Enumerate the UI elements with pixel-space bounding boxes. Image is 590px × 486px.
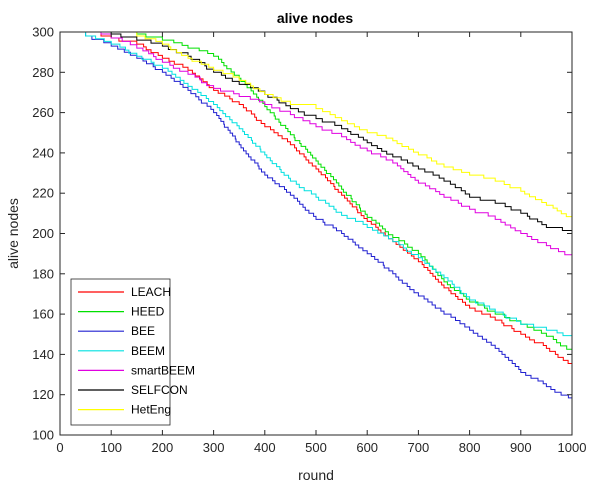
y-tick-label: 160 <box>32 307 54 322</box>
tick-layer: 0 100 200 300 400 500 600 700 800 900 100010012014… <box>32 25 586 456</box>
x-tick-label: 100 <box>100 440 122 455</box>
series-line-smartbeem <box>60 31 573 258</box>
x-tick-label: 400 <box>254 440 276 455</box>
legend-label: smartBEEM <box>131 363 195 377</box>
legend-label: SELFCON <box>131 383 188 397</box>
y-tick-label: 240 <box>32 145 54 160</box>
legend-item-beem: BEEM <box>78 344 165 358</box>
x-tick-label: 600 <box>356 440 378 455</box>
y-tick-label: 260 <box>32 105 54 120</box>
legend-item-heed: HEED <box>78 305 165 319</box>
legend-label: BEEM <box>131 344 165 358</box>
legend-item-heteng: HetEng <box>78 403 171 417</box>
y-tick-label: 120 <box>32 387 54 402</box>
legend-label: HetEng <box>131 403 171 417</box>
series-layer <box>60 31 573 401</box>
legend-label: BEE <box>131 324 155 338</box>
y-tick-label: 180 <box>32 266 54 281</box>
x-tick-label: 0 <box>56 440 63 455</box>
series-line-selfcon <box>60 31 573 234</box>
x-tick-label: 900 <box>510 440 532 455</box>
legend-box <box>70 278 171 426</box>
x-axis-label: round <box>298 467 334 483</box>
y-tick-label: 200 <box>32 226 54 241</box>
legend-item-leach: LEACH <box>78 285 171 299</box>
x-tick-label: 200 <box>152 440 174 455</box>
x-tick-label: 700 <box>408 440 430 455</box>
y-tick-label: 220 <box>32 186 54 201</box>
x-tick-label: 300 <box>203 440 225 455</box>
y-tick-label: 300 <box>32 25 54 40</box>
legend: LEACH HEED BEE BEEM smartBEEM SELFCON HetEng <box>70 278 195 426</box>
series-line-bee <box>60 31 573 401</box>
legend-item-selfcon: SELFCON <box>78 383 188 397</box>
y-tick-label: 100 <box>32 428 54 443</box>
legend-items: LEACH HEED BEE BEEM smartBEEM SELFCON HetEng <box>78 285 195 417</box>
legend-label: LEACH <box>131 285 171 299</box>
x-tick-label: 500 <box>305 440 327 455</box>
series-line-heed <box>60 31 573 353</box>
x-tick-label: 1000 <box>558 440 587 455</box>
y-axis-label: alive nodes <box>5 198 21 269</box>
legend-item-smartbeem: smartBEEM <box>78 363 195 377</box>
series-line-leach <box>60 31 573 367</box>
legend-label: HEED <box>131 305 165 319</box>
y-tick-label: 140 <box>32 347 54 362</box>
x-tick-label: 800 <box>459 440 481 455</box>
series-line-heteng <box>60 31 573 220</box>
legend-item-bee: BEE <box>78 324 155 338</box>
y-tick-label: 280 <box>32 65 54 80</box>
chart-title: alive nodes <box>277 10 353 26</box>
series-line-beem <box>60 31 573 339</box>
